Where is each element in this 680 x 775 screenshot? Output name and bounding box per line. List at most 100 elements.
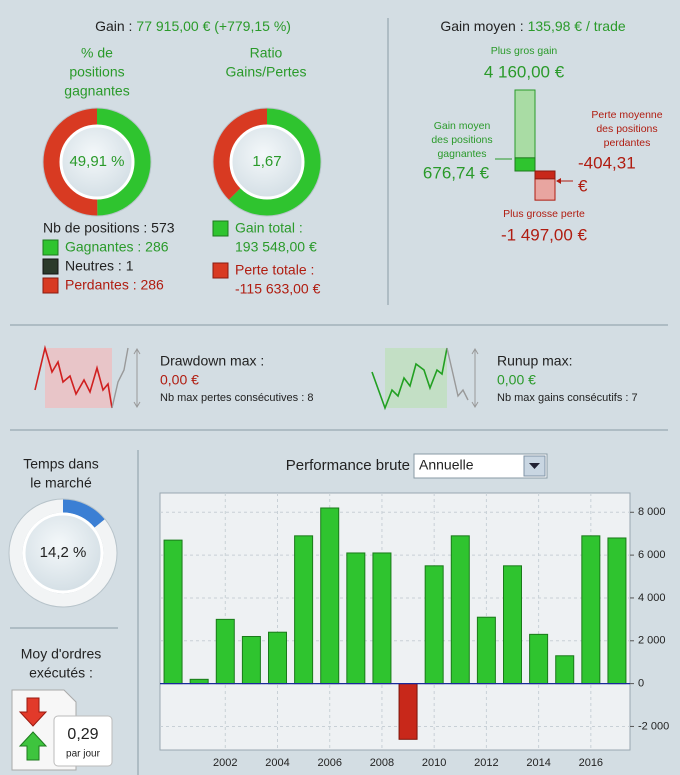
x-tick-label: 2016 xyxy=(579,757,603,769)
legend-swatch xyxy=(42,239,59,256)
title: % de xyxy=(81,45,113,61)
donut-center xyxy=(59,124,135,200)
bar xyxy=(555,655,575,685)
donut-value: 14,2 % xyxy=(40,544,87,561)
avg-label: Gain moyen : xyxy=(440,18,523,34)
gain: Gain :77 915,00 € (+779,15 %) xyxy=(95,18,291,34)
bar xyxy=(372,552,392,685)
donut-value: 1,67 xyxy=(252,153,281,170)
value: 676,74 € xyxy=(423,163,490,182)
bar xyxy=(294,535,314,685)
chart-title: Performance brute xyxy=(286,457,410,474)
y-tick-label: 8 000 xyxy=(638,506,666,518)
bar xyxy=(398,683,418,740)
orders-unit: par jour xyxy=(66,749,101,760)
sparkline xyxy=(34,344,113,409)
bar xyxy=(450,535,470,685)
positions-winners: Gagnantes : 286 xyxy=(65,239,169,255)
title: Ratio xyxy=(250,45,283,61)
x-tick-label: 2006 xyxy=(317,757,341,769)
label: gagnantes xyxy=(437,148,486,160)
select-caret xyxy=(529,463,540,469)
bar xyxy=(189,678,209,685)
x-tick-label: 2008 xyxy=(370,757,394,769)
title: Moy d'ordres xyxy=(21,646,101,662)
range-arrow xyxy=(471,348,479,408)
gain-value: 77 915,00 € (+779,15 %) xyxy=(136,18,291,34)
positions-losers: Perdantes : 286 xyxy=(65,277,164,293)
label: des positions xyxy=(431,134,492,146)
avg-gain: Gain moyen : 135,98 € / trade xyxy=(440,18,626,34)
bar xyxy=(581,535,601,685)
label: Gain moyen xyxy=(434,120,491,132)
avg-value: 135,98 € / trade xyxy=(528,18,626,34)
title: Gains/Pertes xyxy=(226,64,307,80)
label: perdantes xyxy=(604,137,651,149)
bar xyxy=(607,537,627,685)
avg-bar xyxy=(534,170,556,180)
donut-segment xyxy=(96,108,151,216)
bar xyxy=(163,539,183,685)
y-tick-label: 0 xyxy=(638,678,644,690)
bar xyxy=(241,635,261,685)
plot-area xyxy=(159,492,631,751)
x-tick-label: 2012 xyxy=(474,757,498,769)
drawdown-title: Drawdown max : xyxy=(160,353,264,369)
drawdown-note: Nb max pertes consécutives : 8 xyxy=(160,392,313,404)
bar xyxy=(346,552,366,685)
bar xyxy=(215,618,235,685)
y-tick-label: 2 000 xyxy=(638,635,666,647)
sparkline xyxy=(111,347,129,409)
y-tick-label: 6 000 xyxy=(638,549,666,561)
x-tick-label: 2002 xyxy=(213,757,237,769)
donut-center xyxy=(22,512,104,594)
sparkline-area xyxy=(385,348,447,408)
label: Plus gros gain xyxy=(491,45,558,57)
sparkline xyxy=(371,347,448,411)
label: Perte moyenne xyxy=(591,109,662,121)
title: gagnantes xyxy=(64,83,129,99)
y-tick-label: -2 000 xyxy=(638,720,669,732)
x-tick-label: 2014 xyxy=(526,757,550,769)
value: € xyxy=(578,176,588,195)
bar xyxy=(476,616,496,685)
label: des positions xyxy=(596,123,657,135)
buy-arrow xyxy=(18,731,48,761)
runup-note: Nb max gains consécutifs : 7 xyxy=(497,392,638,404)
positions-neutral: Neutres : 1 xyxy=(65,258,134,274)
y-tick-label: 4 000 xyxy=(638,592,666,604)
runup-value: 0,00 € xyxy=(497,372,536,388)
pointer-head xyxy=(556,178,561,184)
sparkline xyxy=(446,347,469,401)
legend-swatch xyxy=(42,258,59,275)
bar xyxy=(529,633,549,685)
label: Plus grosse perte xyxy=(503,208,585,220)
value: 4 160,00 € xyxy=(484,62,565,81)
donut-segment xyxy=(43,108,98,216)
title: le marché xyxy=(30,475,92,491)
donut-segment xyxy=(228,108,321,216)
x-tick-label: 2010 xyxy=(422,757,446,769)
range-arrow xyxy=(133,348,141,408)
donut-segment xyxy=(62,499,105,528)
sparkline-area xyxy=(45,348,112,408)
period-value: Annuelle xyxy=(419,457,474,473)
donut-segment xyxy=(213,108,268,200)
positions-total: Nb de positions : 573 xyxy=(43,220,175,236)
loss-total-label: Perte totale : xyxy=(235,262,314,278)
bar xyxy=(503,565,522,685)
loss-total-value: -115 633,00 € xyxy=(235,281,321,297)
donut-value: 49,91 % xyxy=(69,153,124,170)
gain-total-value: 193 548,00 € xyxy=(235,239,317,255)
title: Temps dans xyxy=(23,456,98,472)
legend-swatch xyxy=(212,220,229,237)
runup-title: Runup max: xyxy=(497,353,572,369)
orders-box xyxy=(53,715,113,767)
title: exécutés : xyxy=(29,665,93,681)
legend-swatch xyxy=(42,277,59,294)
value: -1 497,00 € xyxy=(501,225,588,244)
drawdown-value: 0,00 € xyxy=(160,372,199,388)
bar xyxy=(268,631,287,685)
donut-center xyxy=(229,124,305,200)
